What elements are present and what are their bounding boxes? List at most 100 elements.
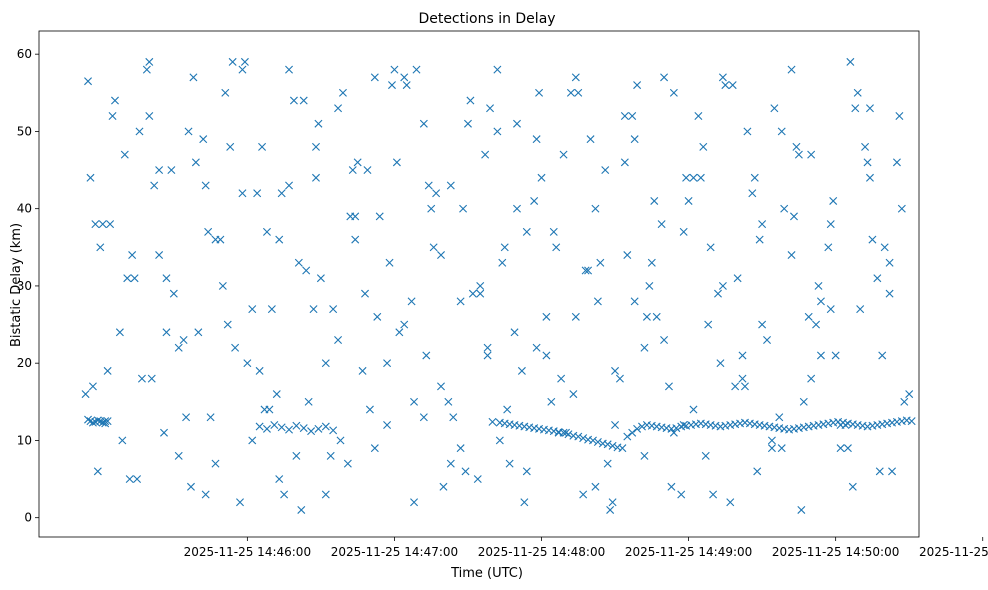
detection-point [81,390,90,399]
detection-point [255,422,264,431]
detection-point [395,328,404,337]
detection-point [728,81,737,90]
detection-point [777,127,786,136]
detection-point [738,351,747,360]
detection-point [787,251,796,260]
detection-point [851,104,860,113]
detection-point [410,397,419,406]
detection-point [370,73,379,82]
detection-point [618,444,627,453]
detection-point [346,212,355,221]
y-tick-label: 0 [24,511,32,525]
detection-point [907,417,916,426]
detection-point [740,382,749,391]
detection-point [93,416,102,425]
detection-point [370,444,379,453]
detection-point [777,444,786,453]
detection-point [714,289,722,298]
detection-point [640,451,649,460]
detection-point [630,297,639,306]
detection-point [696,173,705,182]
detection-point [579,490,588,499]
detection-point [628,111,637,120]
y-tick-label: 40 [17,202,32,216]
detection-point [701,451,710,460]
detection-point [532,343,541,352]
detection-point [314,424,323,433]
detection-point [638,422,646,431]
detection-point [615,374,624,383]
detection-point [280,490,289,499]
detection-point [130,274,139,283]
detection-point [669,428,678,437]
detection-point [275,475,284,484]
chart-title: Detections in Delay [418,11,555,27]
detection-point [407,297,416,306]
detection-point [816,297,825,306]
detection-point [468,289,477,298]
detection-point [584,266,593,275]
detection-point [199,135,208,144]
detection-point [466,96,475,105]
detection-point [96,243,105,252]
detection-point [108,111,117,120]
detection-point [562,428,571,437]
x-tick-label: 2025-11-25 14:49:00 [625,545,752,559]
detection-point [863,158,872,167]
detection-point [498,258,507,267]
detection-point [620,111,629,120]
detection-point [334,336,343,344]
detection-point [704,320,713,329]
detection-point [608,441,617,450]
detection-point [155,251,164,260]
detection-point [383,420,392,429]
detection-point [160,428,169,437]
detection-point [383,359,392,368]
x-tick-label: 2025-11-25 14:50:00 [772,545,899,559]
detection-point [294,258,303,267]
detection-point [348,166,357,175]
detection-point [353,158,362,167]
detection-point [253,189,262,198]
detection-point [875,467,884,476]
detection-point [135,127,144,136]
detection-point [238,189,247,198]
detection-point [505,459,514,468]
detection-point [500,243,509,252]
detection-point [387,81,396,90]
detection-point [547,397,556,406]
detection-point [789,212,798,221]
detection-point [753,467,762,476]
detection-point [211,459,220,468]
detection-point [868,235,877,244]
detection-point [437,382,445,391]
detection-point [304,397,313,406]
detection-point [824,243,833,252]
detection-point [620,158,629,167]
detection-point [775,413,784,422]
detection-point [432,189,441,198]
detection-point [738,374,747,383]
detection-point [361,289,370,298]
detection-point [733,274,742,283]
detection-point [299,424,308,433]
detection-point [111,96,119,105]
detection-point [682,173,691,182]
detection-point [694,111,703,120]
detection-point [581,266,590,275]
detection-point [302,266,311,275]
detection-point [86,173,95,182]
detection-point [456,297,465,306]
detection-point [329,426,338,435]
detection-point [807,374,816,383]
detection-point [137,374,146,383]
detection-point [167,166,176,175]
detection-point [309,305,318,314]
detection-point [566,88,575,97]
detection-point [888,467,897,476]
detection-point [162,328,171,337]
detection-point [593,297,602,306]
detection-point [147,374,156,383]
detection-point [878,351,887,360]
x-axis-label: Time (UTC) [450,566,523,581]
